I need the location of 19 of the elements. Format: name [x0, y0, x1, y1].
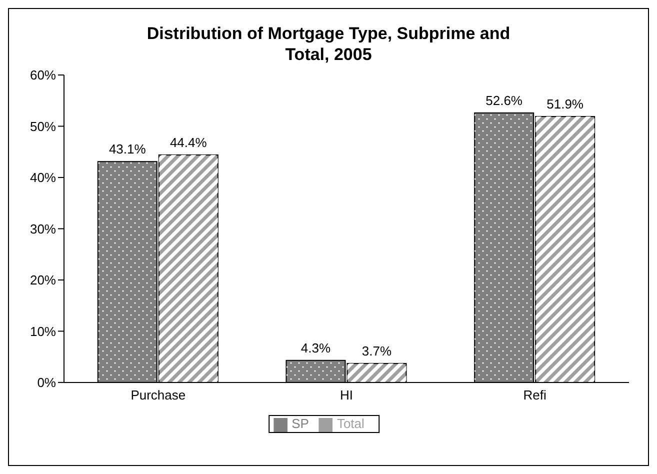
y-tick-label: 50% — [30, 118, 56, 134]
y-tick-label: 60% — [30, 68, 56, 83]
chart-title: Distribution of Mortgage Type, Subprime and Total, 2005 — [146, 23, 512, 65]
x-tick-label: Purchase — [130, 388, 186, 403]
data-label: 51.9% — [546, 96, 584, 112]
data-label: 52.6% — [486, 92, 523, 108]
y-tick-label: 0% — [37, 375, 56, 390]
data-label: 4.3% — [300, 340, 331, 356]
data-label: 44.4% — [170, 134, 208, 150]
y-tick-label: 30% — [30, 221, 56, 236]
x-tick-label: HI — [340, 388, 353, 403]
data-label: 43.1% — [108, 142, 146, 157]
y-tick-label: 20% — [30, 272, 56, 288]
legend-label: SP — [292, 416, 309, 432]
y-tick-label: 40% — [30, 170, 56, 186]
x-tick-label: Refi — [523, 388, 546, 403]
y-tick-label: 10% — [30, 324, 56, 339]
data-label: 3.7% — [362, 343, 392, 358]
legend-label: Total — [336, 416, 364, 432]
